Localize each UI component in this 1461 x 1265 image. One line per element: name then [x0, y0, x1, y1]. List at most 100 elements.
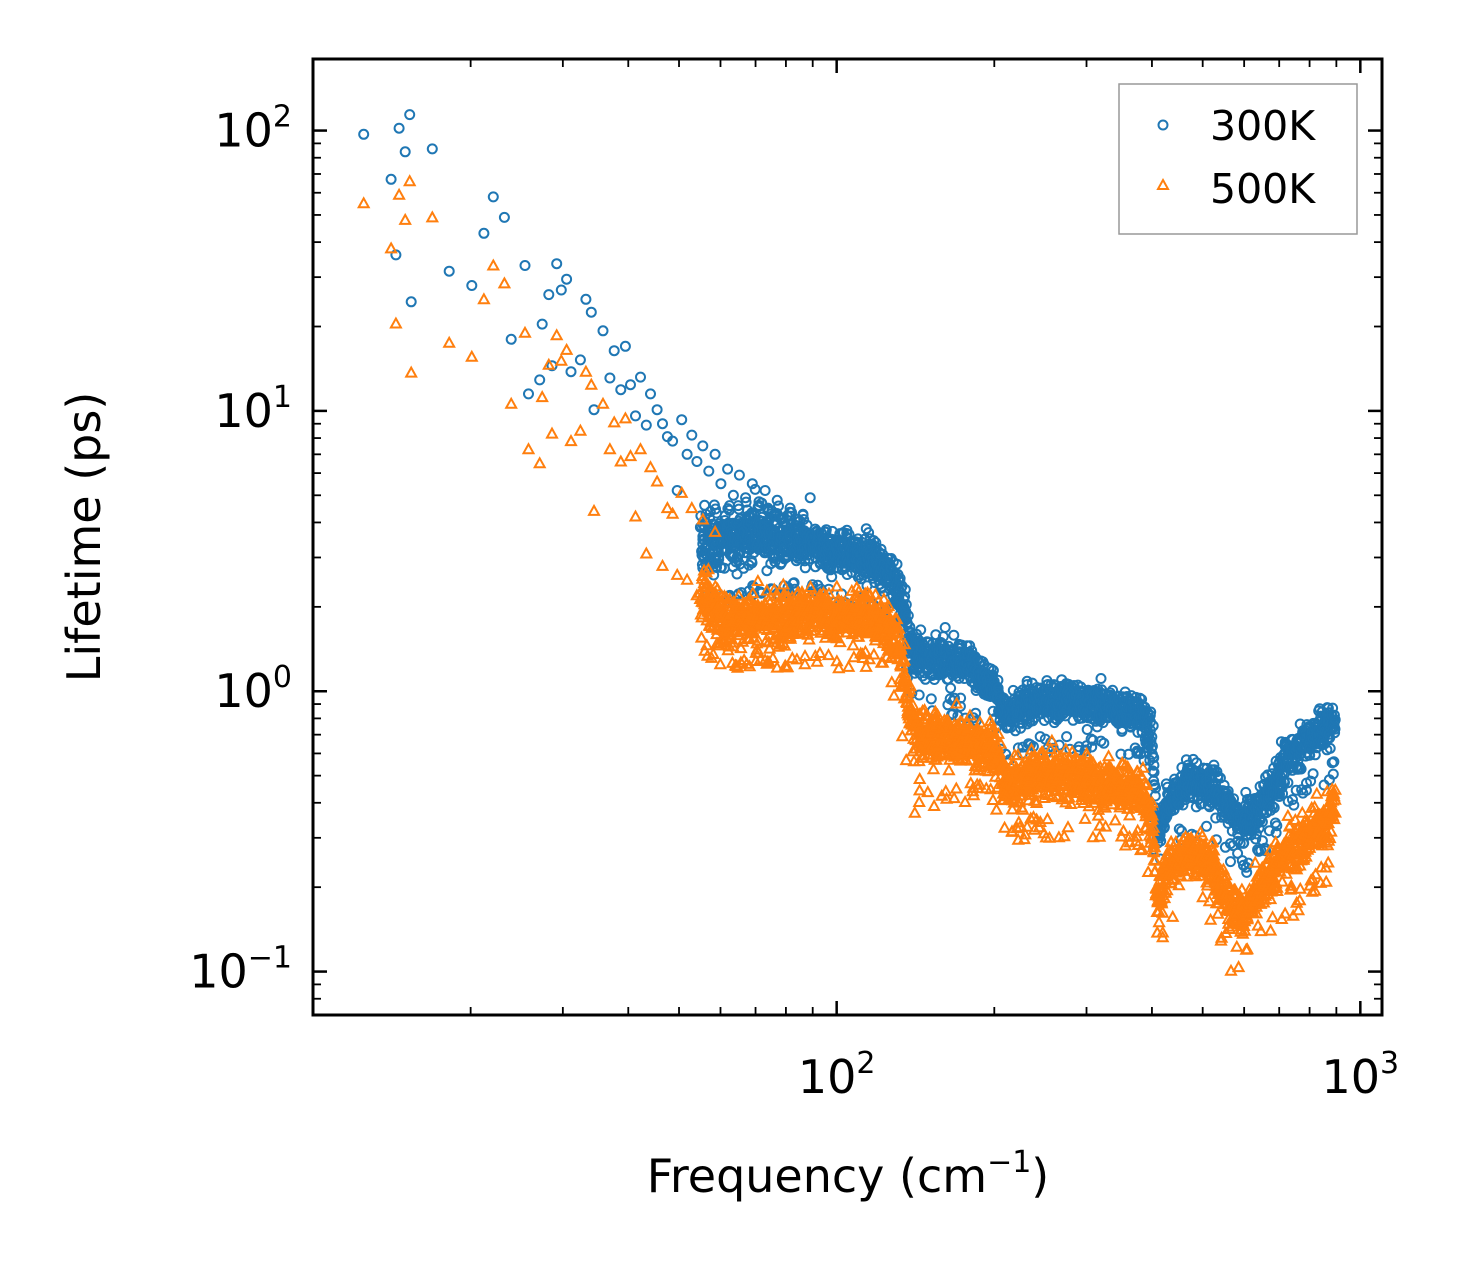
data-point-300k: [358, 128, 370, 140]
data-point-500k: [798, 657, 812, 670]
data-point-500k: [477, 292, 491, 305]
data-point-500k: [1130, 829, 1144, 842]
data-point-500k: [916, 750, 930, 763]
data-point-500k: [877, 592, 891, 605]
data-point-500k: [1219, 868, 1233, 881]
data-point-300k: [534, 374, 546, 386]
data-point-300k: [891, 558, 903, 570]
data-point-500k: [921, 785, 935, 798]
data-point-500k: [1020, 819, 1034, 832]
data-point-300k: [722, 463, 734, 475]
data-point-500k: [1086, 830, 1100, 843]
data-point-300k: [487, 191, 499, 203]
data-point-500k: [830, 579, 844, 592]
data-point-500k: [881, 599, 896, 612]
data-point-500k: [465, 349, 479, 362]
data-point-500k: [821, 648, 836, 661]
data-point-500k: [778, 638, 792, 651]
data-point-500k: [603, 442, 617, 455]
data-point-300k: [1133, 746, 1145, 758]
data-point-300k: [585, 306, 597, 318]
data-point-500k: [833, 635, 847, 648]
data-point-500k: [846, 638, 860, 651]
data-point-300k: [987, 665, 999, 676]
data-point-500k: [1235, 882, 1249, 895]
data-point-500k: [403, 174, 417, 187]
data-point-500k: [1136, 760, 1150, 773]
data-point-500k: [939, 791, 954, 804]
data-point-300k: [1098, 737, 1110, 749]
data-point-500k: [989, 802, 1004, 815]
data-point-500k: [1024, 749, 1039, 762]
data-point-500k: [486, 258, 500, 271]
data-point-500k: [587, 503, 601, 516]
data-point-300k: [755, 587, 767, 599]
data-point-500k: [997, 820, 1012, 833]
data-point-500k: [898, 669, 913, 682]
data-point-500k: [868, 587, 883, 600]
data-point-300k: [964, 640, 976, 652]
data-point-500k: [1145, 808, 1159, 821]
data-point-500k: [887, 688, 901, 701]
data-point-500k: [1135, 842, 1149, 855]
data-point-500k: [749, 653, 763, 666]
data-point-500k: [760, 583, 774, 596]
data-point-500k: [655, 558, 670, 571]
data-point-300k: [804, 492, 816, 504]
data-point-500k: [958, 794, 972, 807]
data-point-500k: [859, 659, 873, 672]
data-point-500k: [1011, 747, 1025, 760]
data-point-500k: [696, 512, 710, 525]
data-point-300k: [1148, 759, 1160, 771]
data-point-300k: [1061, 731, 1073, 743]
data-point-500k: [665, 506, 680, 519]
data-point-300k: [640, 419, 652, 431]
data-point-300k: [727, 489, 739, 501]
data-point-500k: [822, 586, 836, 599]
data-point-500k: [858, 644, 873, 657]
data-point-500k: [790, 652, 804, 665]
data-point-300k: [393, 122, 405, 134]
data-point-500k: [1018, 827, 1032, 840]
data-point-500k: [1040, 812, 1055, 825]
data-point-500k: [680, 572, 694, 585]
data-point-500k: [1087, 795, 1101, 808]
data-point-300k: [1295, 763, 1307, 775]
data-point-500k: [810, 654, 824, 667]
data-point-300k: [899, 584, 911, 595]
data-point-300k: [1329, 714, 1341, 726]
data-point-500k: [1024, 742, 1039, 755]
data-point-500k: [732, 588, 746, 601]
data-point-300k: [697, 440, 709, 452]
data-point-500k: [1152, 915, 1166, 928]
data-point-500k: [1082, 799, 1096, 812]
data-point-300k: [676, 414, 688, 426]
data-point-500k: [1064, 796, 1078, 809]
data-point-300k: [762, 504, 773, 516]
data-point-300k: [519, 260, 531, 271]
data-point-500k: [1098, 819, 1113, 832]
data-point-300k: [426, 143, 438, 155]
data-point-300k: [799, 562, 811, 574]
data-point-500k: [633, 442, 648, 455]
data-point-300k: [948, 629, 960, 641]
data-point-300k: [1328, 709, 1340, 721]
data-point-300k: [902, 610, 914, 622]
data-point-300k: [925, 693, 937, 705]
data-point-300k: [1324, 742, 1336, 754]
data-point-500k: [856, 650, 870, 663]
data-point-500k: [1111, 764, 1125, 777]
data-point-300k: [1250, 833, 1262, 845]
data-point-500k: [497, 276, 512, 289]
data-point-500k: [841, 659, 856, 672]
data-point-500k: [535, 390, 549, 403]
data-point-500k: [746, 586, 760, 599]
data-point-300k: [1287, 794, 1298, 806]
data-point-300k: [615, 384, 627, 396]
data-point-500k: [706, 646, 720, 659]
data-point-500k: [584, 377, 598, 390]
data-point-500k: [855, 647, 870, 660]
data-point-500k: [1200, 878, 1215, 891]
data-point-500k: [1122, 829, 1137, 842]
